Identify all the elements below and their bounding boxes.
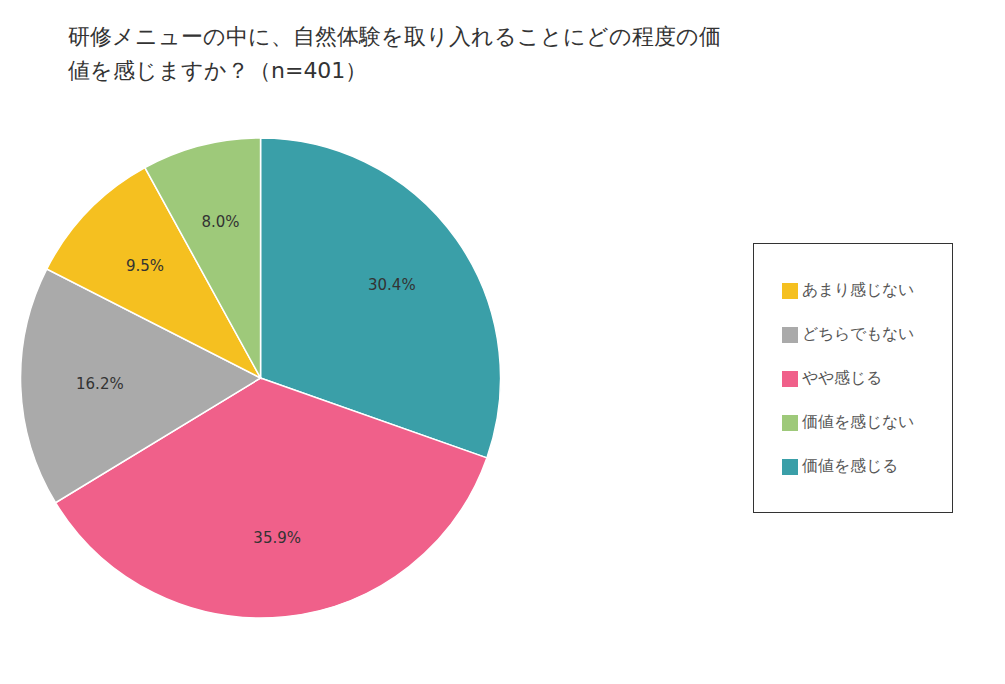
- svg-text:8.0%: 8.0%: [202, 213, 240, 231]
- svg-text:16.2%: 16.2%: [76, 375, 124, 393]
- svg-text:9.5%: 9.5%: [126, 257, 164, 275]
- svg-text:30.4%: 30.4%: [368, 276, 416, 294]
- html-text:どちらでもない: どちらでもない: [802, 324, 914, 343]
- html-text:値を感じますか？（n=401）: 値を感じますか？（n=401）: [68, 58, 368, 83]
- svg-text:35.9%: 35.9%: [253, 529, 301, 547]
- html-text:価値を感じない: 価値を感じない: [802, 412, 914, 431]
- html-text:研修メニューの中に、自然体験を取り入れることにどの程度の価: 研修メニューの中に、自然体験を取り入れることにどの程度の価: [68, 24, 721, 49]
- html-text:あまり感じない: あまり感じない: [802, 280, 914, 299]
- html-text:価値を感じる: 価値を感じる: [802, 456, 898, 475]
- html-text:やや感じる: やや感じる: [802, 368, 882, 387]
